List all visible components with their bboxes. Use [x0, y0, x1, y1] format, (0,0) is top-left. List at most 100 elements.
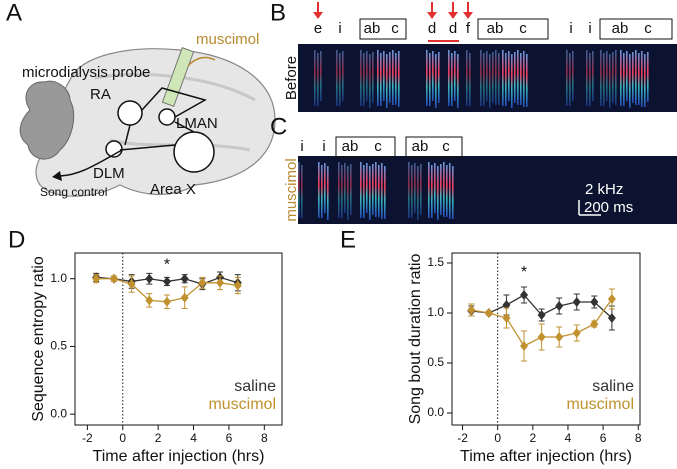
- data-point: [163, 276, 171, 287]
- x-axis-label: Time after injection (hrs): [460, 448, 632, 465]
- spectro-streak: [339, 53, 341, 106]
- spectro-streak: [632, 52, 634, 103]
- spectro-streak: [408, 162, 410, 218]
- y-axis-label: Song bout duration ratio: [407, 254, 424, 425]
- spectro-streak: [420, 164, 422, 215]
- spectro-streak: [414, 163, 416, 213]
- spectro-streak: [324, 163, 326, 213]
- spectro-streak: [572, 51, 574, 101]
- spectro-streak: [381, 163, 383, 219]
- spectro-streak: [446, 165, 448, 217]
- spectro-streak: [369, 166, 371, 220]
- spectro-streak: [438, 52, 440, 103]
- spectro-streak: [342, 51, 344, 101]
- spectro-streak: [449, 163, 451, 219]
- data-point: [109, 273, 118, 284]
- spectro-streak: [363, 53, 365, 106]
- spectro-streak: [603, 53, 605, 106]
- arrowhead: [463, 12, 473, 19]
- spectro-streak: [526, 54, 528, 107]
- spectro-streak: [600, 50, 602, 106]
- spectro-streak: [321, 165, 323, 218]
- legend-entry: saline: [592, 378, 634, 395]
- syllable-label: e: [314, 20, 322, 37]
- cerebellum: [19, 80, 75, 160]
- spectro-streak: [569, 53, 571, 106]
- spectro-streak: [454, 51, 456, 101]
- data-point: [520, 341, 529, 351]
- spectro-streak: [375, 162, 377, 217]
- spectro-streak: [398, 51, 400, 107]
- data-point: [180, 292, 189, 303]
- data-point: [590, 297, 599, 307]
- x-tick-label: 0: [494, 431, 501, 445]
- label: RA: [90, 86, 111, 103]
- y-axis-label: Sequence entropy ratio: [30, 256, 47, 422]
- condition-label: muscimol: [283, 158, 300, 221]
- spectro-streak: [498, 53, 500, 105]
- spectro-streak: [384, 166, 386, 219]
- x-tick-label: 6: [226, 431, 233, 445]
- syllable-label: ab: [612, 20, 629, 37]
- spectro-streak: [320, 51, 322, 101]
- spectro-streak: [377, 50, 379, 106]
- label: Song control: [40, 185, 107, 199]
- spectro-streak: [347, 166, 349, 220]
- spectro-streak: [383, 51, 385, 101]
- motif-box: [405, 136, 463, 158]
- y-tick-label: 1.0: [50, 271, 67, 285]
- x-tick-label: 6: [600, 431, 607, 445]
- spectro-streak: [452, 166, 454, 219]
- panel-letter: E: [340, 226, 356, 253]
- spectro-streak: [428, 162, 430, 218]
- spectro-streak: [327, 166, 329, 220]
- motif-box: [477, 18, 549, 40]
- data-point: [590, 319, 599, 329]
- data-point: [163, 296, 171, 307]
- data-point: [555, 332, 564, 342]
- spectro-streak: [366, 163, 368, 213]
- spectro-streak: [635, 50, 637, 105]
- spectro-streak: [517, 50, 519, 105]
- y-tick-label: 0.0: [427, 405, 444, 419]
- spectro-streak: [629, 54, 631, 108]
- syllable-label: c: [644, 20, 652, 37]
- spectro-streak: [429, 53, 431, 106]
- x-tick-label: 2: [155, 431, 162, 445]
- spectro-streak: [318, 162, 320, 218]
- spectro-streak: [417, 166, 419, 220]
- syllable-label: i: [569, 20, 572, 37]
- spectro-streak: [338, 162, 340, 218]
- annotation: *: [521, 264, 527, 281]
- spectro-streak: [437, 166, 439, 220]
- spectro-streak: [372, 164, 374, 215]
- data-point: [607, 313, 616, 323]
- motif-box: [335, 136, 396, 158]
- syllable-label: ab: [342, 138, 359, 155]
- data-point: [233, 280, 242, 291]
- spectro-streak: [350, 164, 352, 215]
- spectro-streak: [620, 50, 622, 106]
- data-point: [607, 294, 616, 304]
- spectro-streak: [378, 165, 380, 217]
- data-point: [572, 328, 581, 338]
- spectro-streak: [566, 50, 568, 106]
- panel-letter: C: [270, 113, 287, 140]
- syllable-label: i: [322, 138, 325, 155]
- spectro-streak: [523, 51, 525, 107]
- spectro-streak: [483, 53, 485, 106]
- spectro-streak: [502, 50, 504, 106]
- spectro-streak: [623, 53, 625, 106]
- spectro-streak: [411, 165, 413, 218]
- syllable-label: c: [374, 138, 382, 155]
- arrow: [187, 56, 216, 67]
- spectro-streak: [514, 52, 516, 103]
- syllable-label: i: [338, 20, 341, 37]
- spectro-streak: [434, 163, 436, 213]
- spectro-streak: [495, 50, 497, 105]
- ra-nucleus: [117, 100, 143, 126]
- spectro-streak: [486, 51, 488, 101]
- data-point: [145, 295, 154, 306]
- spectro-streak: [440, 164, 442, 215]
